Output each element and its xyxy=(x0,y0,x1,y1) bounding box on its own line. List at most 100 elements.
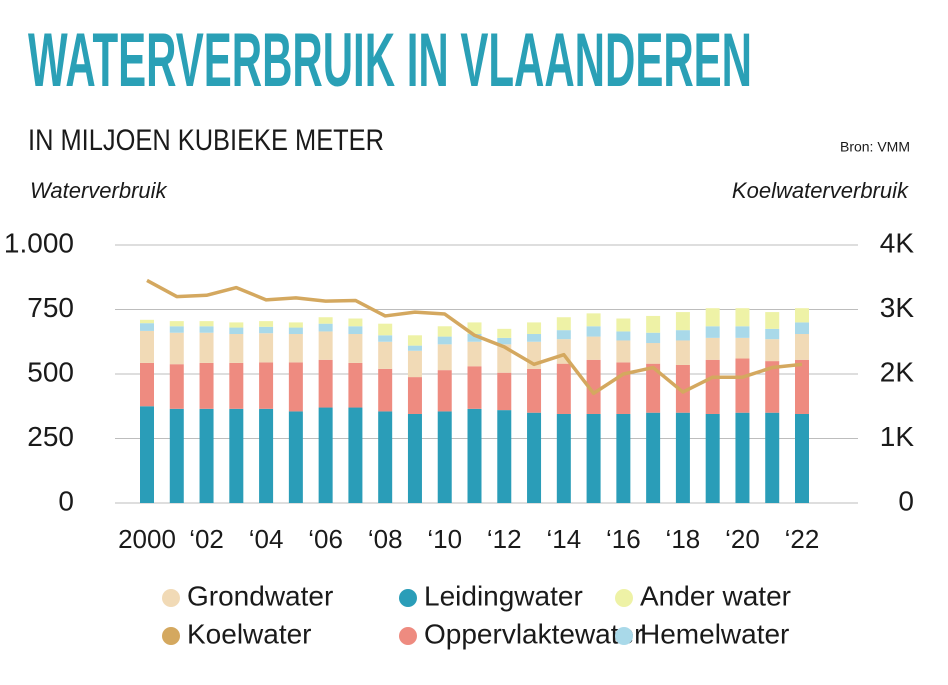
y2-tick-label: 4K xyxy=(880,227,915,258)
y2-tick-label: 2K xyxy=(880,356,915,387)
bar-segment xyxy=(288,362,303,412)
bar-segment xyxy=(229,334,244,363)
bar-segment xyxy=(288,334,303,363)
bar-segment xyxy=(140,362,154,407)
bar-segment xyxy=(586,313,601,327)
bar-segment xyxy=(735,326,750,338)
bar-segment xyxy=(467,334,482,342)
y2-tick-label: 0 xyxy=(898,485,914,516)
x-tick-label: 2000 xyxy=(118,524,176,554)
bar-segment xyxy=(467,366,482,409)
bar-segment xyxy=(140,319,154,324)
bar-segment xyxy=(467,341,482,367)
bar-segment xyxy=(318,323,333,332)
bar-segment xyxy=(765,312,780,329)
y-tick-label: 1.000 xyxy=(4,227,74,258)
bar-segment xyxy=(735,308,750,327)
bar-segment xyxy=(348,334,363,363)
legend-label: Grondwater xyxy=(187,580,333,611)
bar-segment xyxy=(229,322,244,328)
bar-segment xyxy=(586,326,601,337)
bar-segment xyxy=(437,370,452,412)
bar-segment xyxy=(675,364,690,413)
x-tick-label: ‘12 xyxy=(487,524,522,554)
bar-segment xyxy=(646,332,661,344)
x-tick-label: ‘22 xyxy=(785,524,820,554)
bar-segment xyxy=(259,408,274,503)
bar-segment xyxy=(318,359,333,408)
bar-segment xyxy=(140,330,154,363)
bar-segment xyxy=(318,331,333,360)
x-tick-label: ‘18 xyxy=(666,524,701,554)
bar-segment xyxy=(348,326,363,335)
legend-marker xyxy=(162,627,180,645)
bar-segment xyxy=(646,363,661,413)
y-tick-label: 0 xyxy=(58,485,74,516)
source: Bron: VMM xyxy=(840,139,910,155)
bar-segment xyxy=(795,322,809,335)
bar-segment xyxy=(675,330,690,341)
bar-segment xyxy=(378,368,393,412)
bar-segment xyxy=(795,413,809,503)
y-axis-label: Waterverbruik xyxy=(30,178,168,203)
legend-marker xyxy=(399,589,417,607)
bar-segment xyxy=(259,321,274,327)
bar-segment xyxy=(586,413,601,503)
bar-segment xyxy=(616,362,631,414)
bar-segment xyxy=(556,317,571,331)
bar-segment xyxy=(497,328,512,338)
bar-segment xyxy=(616,331,631,341)
bar-segment xyxy=(140,323,154,331)
bar-segment xyxy=(705,359,720,414)
chart-title: WATERVERBRUIK IN VLAANDEREN xyxy=(28,18,752,103)
y-tick-label: 250 xyxy=(27,421,74,452)
bar-segment xyxy=(795,334,809,360)
y-tick-label: 750 xyxy=(27,292,74,323)
bar-segment xyxy=(556,413,571,503)
bar-segment xyxy=(616,340,631,363)
bar-segment xyxy=(169,408,184,503)
bar-segment xyxy=(378,411,393,503)
x-tick-label: ‘16 xyxy=(606,524,641,554)
bar-segment xyxy=(556,330,571,340)
legend-marker xyxy=(615,627,633,645)
bar-segment xyxy=(378,341,393,369)
legend-marker xyxy=(162,589,180,607)
bar-segment xyxy=(199,408,214,503)
line xyxy=(146,278,803,396)
bar-segment xyxy=(437,336,452,345)
bar-segment xyxy=(497,372,512,411)
x-tick-label: ‘14 xyxy=(546,524,581,554)
bar-segment xyxy=(556,363,571,414)
bar-segment xyxy=(497,410,512,503)
bar-segment xyxy=(467,408,482,503)
bar-segment xyxy=(199,362,214,409)
bar-segment xyxy=(527,322,542,335)
y2-axis-label: Koelwaterverbruik xyxy=(732,178,909,203)
bar-segment xyxy=(288,411,303,503)
y-tick-label: 500 xyxy=(27,356,74,387)
bar-segment xyxy=(795,308,809,323)
bar-segment xyxy=(437,326,452,337)
x-tick-label: ‘08 xyxy=(368,524,403,554)
bar-segment xyxy=(199,321,214,327)
bar-segment xyxy=(348,362,363,408)
bar-segment xyxy=(407,413,422,503)
bar-segment xyxy=(348,407,363,503)
bar-segment xyxy=(259,362,274,409)
legend-label: Oppervlaktewater xyxy=(424,618,643,649)
y2-tick-label: 1K xyxy=(880,421,915,452)
legend-label: Leidingwater xyxy=(424,580,583,611)
x-tick-label: ‘20 xyxy=(725,524,760,554)
y2-tick-label: 3K xyxy=(880,292,915,323)
bar-segment xyxy=(527,334,542,342)
bar-segment xyxy=(288,327,303,335)
bar-segment xyxy=(616,413,631,503)
bar-segment xyxy=(378,323,393,336)
bar-segment xyxy=(646,343,661,364)
legend-label: Ander water xyxy=(640,580,791,611)
bar-segment xyxy=(169,321,184,327)
bar-segment xyxy=(646,412,661,503)
bar-segment xyxy=(378,335,393,342)
bar-segment xyxy=(407,335,422,346)
